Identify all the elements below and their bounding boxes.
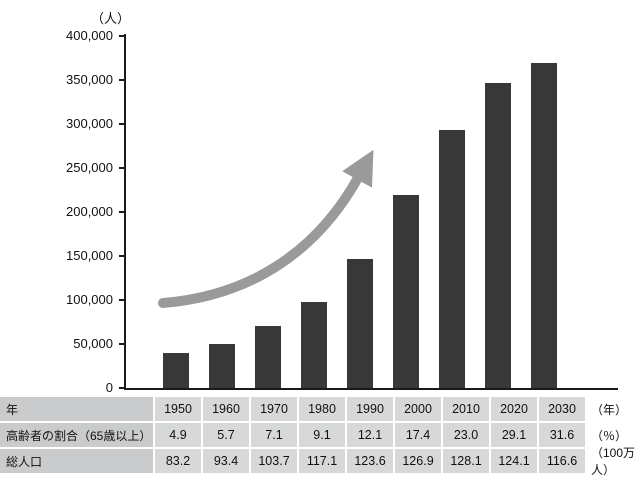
- table-cell: 31.6: [539, 423, 585, 447]
- y-axis-unit-label: （人）: [90, 11, 130, 26]
- y-tick-label: 150,000: [66, 248, 113, 263]
- table-cell: 126.9: [395, 449, 441, 473]
- table-cell: 2000: [395, 397, 441, 421]
- table-cell: 1970: [251, 397, 297, 421]
- y-tick-label: 200,000: [66, 204, 113, 219]
- y-tick-label: 50,000: [73, 336, 113, 351]
- y-tick-mark: [119, 299, 124, 301]
- table-cell: 2020: [491, 397, 537, 421]
- bar-2030: [531, 63, 557, 388]
- x-axis-line: [124, 388, 618, 390]
- table-cell: 17.4: [395, 423, 441, 447]
- y-tick-label: 0: [105, 380, 113, 395]
- table-cell: 4.9: [155, 423, 201, 447]
- bar-2000: [393, 195, 419, 388]
- trend-arrow-path: [158, 149, 374, 308]
- y-tick-label: 400,000: [66, 28, 113, 43]
- y-tick-mark: [119, 387, 124, 389]
- bar-2020: [485, 82, 511, 388]
- table-cell: 5.7: [203, 423, 249, 447]
- bar-1960: [209, 344, 235, 388]
- bar-1980: [301, 301, 327, 388]
- table-cell: 9.1: [299, 423, 345, 447]
- table-cell: 1950: [155, 397, 201, 421]
- table-cell: 29.1: [491, 423, 537, 447]
- table-cell: 124.1: [491, 449, 537, 473]
- table-cell: 2010: [443, 397, 489, 421]
- table-cell: 2030: [539, 397, 585, 421]
- table-cell: 1990: [347, 397, 393, 421]
- bar-1950: [163, 352, 189, 388]
- y-tick-mark: [119, 79, 124, 81]
- table-unit-label: （100万人）: [587, 446, 640, 477]
- table-unit-label: （％）: [587, 423, 640, 447]
- y-tick-mark: [119, 343, 124, 345]
- y-tick-mark: [119, 123, 124, 125]
- table-cell: 116.6: [539, 449, 585, 473]
- table-cell: 7.1: [251, 423, 297, 447]
- y-tick-mark: [119, 255, 124, 257]
- bar-1970: [255, 326, 281, 388]
- y-tick-mark: [119, 35, 124, 37]
- table-cell: 128.1: [443, 449, 489, 473]
- table-cell: 123.6: [347, 449, 393, 473]
- bar-2010: [439, 130, 465, 388]
- y-tick-mark: [119, 211, 124, 213]
- y-tick-label: 350,000: [66, 72, 113, 87]
- bar-chart: （人） 0 50,000 100,000 150,000 200,000 250,000 3…: [66, 11, 618, 395]
- table-row-label: 総人口: [0, 449, 153, 473]
- y-tick-mark: [119, 167, 124, 169]
- table-row-label: 高齢者の割合（65歳以上）: [0, 423, 153, 447]
- table-cell: 93.4: [203, 449, 249, 473]
- table-cell: 23.0: [443, 423, 489, 447]
- bar-1990: [347, 258, 373, 388]
- table-cell: 12.1: [347, 423, 393, 447]
- table-cell: 1980: [299, 397, 345, 421]
- y-tick-label: 250,000: [66, 160, 113, 175]
- data-table: 年 1950 1960 1970 1980 1990 2000 2010 2020 2030 （年）…: [0, 397, 640, 477]
- y-tick-label: 100,000: [66, 292, 113, 307]
- table-cell: 103.7: [251, 449, 297, 473]
- y-tick-label: 300,000: [66, 116, 113, 131]
- table-row-label: 年: [0, 397, 153, 421]
- table-cell: 117.1: [299, 449, 345, 473]
- table-cell: 83.2: [155, 449, 201, 473]
- table-cell: 1960: [203, 397, 249, 421]
- y-axis-line: [124, 34, 126, 390]
- table-unit-label: （年）: [587, 397, 640, 421]
